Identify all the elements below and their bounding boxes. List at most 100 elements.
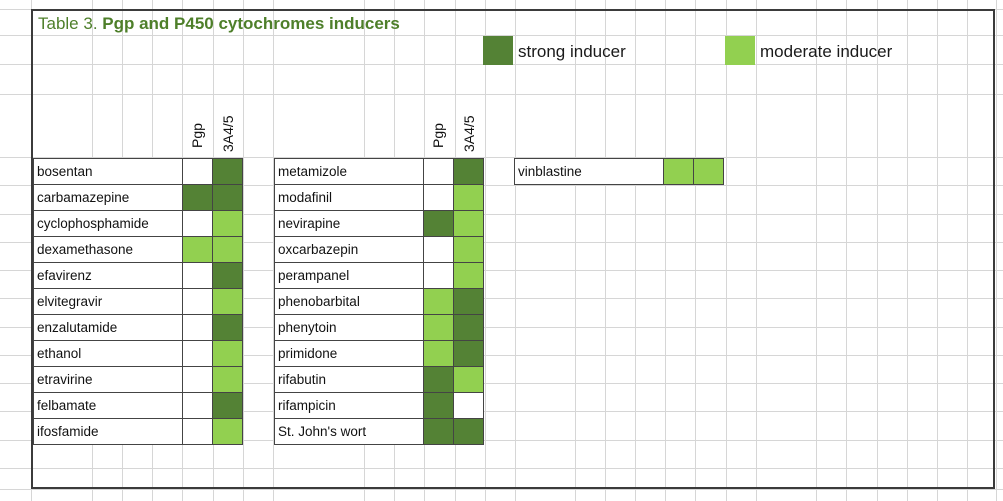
- cyp3a45-inducer-cell: [212, 366, 243, 393]
- gridline-vertical: [816, 0, 817, 501]
- cyp3a45-inducer-cell: [212, 236, 243, 263]
- table-row: felbamate: [33, 392, 243, 419]
- pgp-inducer-cell: [182, 184, 213, 211]
- drug-name-cell: rifampicin: [274, 392, 424, 419]
- gridline-vertical: [273, 0, 274, 501]
- gridline-vertical: [967, 0, 968, 501]
- cyp3a45-inducer-cell: [453, 158, 484, 185]
- cyp3a45-inducer-cell: [693, 158, 724, 185]
- gridline-vertical: [937, 0, 938, 501]
- cyp3a45-inducer-cell: [453, 288, 484, 315]
- column-header-pgp: Pgp: [189, 123, 205, 148]
- gridline-horizontal: [0, 468, 1003, 469]
- gridline-vertical: [695, 0, 696, 501]
- pgp-inducer-cell: [182, 366, 213, 393]
- drug-name-cell: modafinil: [274, 184, 424, 211]
- inducer-table-left: bosentan carbamazepine cyclophosphamide dex…: [33, 158, 243, 445]
- pgp-inducer-cell: [423, 210, 454, 237]
- gridline-vertical: [575, 0, 576, 501]
- drug-name-cell: etravirine: [33, 366, 183, 393]
- legend-label-strong: strong inducer: [518, 42, 626, 61]
- legend-label-moderate: moderate inducer: [760, 42, 893, 61]
- table-title-prefix: Table 3.: [38, 14, 103, 33]
- cyp3a45-inducer-cell: [453, 210, 484, 237]
- gridline-vertical: [756, 0, 757, 501]
- drug-name-cell: dexamethasone: [33, 236, 183, 263]
- table-row: rifampicin: [274, 392, 484, 419]
- cyp3a45-inducer-cell: [212, 210, 243, 237]
- gridline-horizontal: [0, 440, 1003, 441]
- pgp-inducer-cell: [423, 366, 454, 393]
- pgp-inducer-cell: [182, 340, 213, 367]
- pgp-inducer-cell: [663, 158, 694, 185]
- table-row: phenobarbital: [274, 288, 484, 315]
- gridline-horizontal: [0, 270, 1003, 271]
- table-row: vinblastine: [514, 158, 724, 185]
- table-row: carbamazepine: [33, 184, 243, 211]
- table-row: ethanol: [33, 340, 243, 367]
- drug-name-cell: cyclophosphamide: [33, 210, 183, 237]
- gridline-vertical: [635, 0, 636, 501]
- table-row: primidone: [274, 340, 484, 367]
- pgp-inducer-cell: [423, 262, 454, 289]
- drug-name-cell: bosentan: [33, 158, 183, 185]
- gridline-horizontal: [0, 298, 1003, 299]
- legend-swatch-moderate: [725, 36, 755, 65]
- gridline-horizontal: [0, 411, 1003, 412]
- drug-name-cell: phenytoin: [274, 314, 424, 341]
- gridline-horizontal: [0, 35, 1003, 36]
- drug-name-cell: primidone: [274, 340, 424, 367]
- gridline-horizontal: [0, 157, 1003, 158]
- table-row: enzalutamide: [33, 314, 243, 341]
- gridline-horizontal: [0, 327, 1003, 328]
- cyp3a45-inducer-cell: [212, 340, 243, 367]
- table-row: modafinil: [274, 184, 484, 211]
- gridline-vertical: [515, 0, 516, 501]
- pgp-inducer-cell: [423, 314, 454, 341]
- drug-name-cell: St. John's wort: [274, 418, 424, 445]
- gridline-vertical: [996, 0, 997, 501]
- column-header-pgp: Pgp: [430, 123, 446, 148]
- table-row: nevirapine: [274, 210, 484, 237]
- pgp-inducer-cell: [182, 314, 213, 341]
- drug-name-cell: nevirapine: [274, 210, 424, 237]
- cyp3a45-inducer-cell: [212, 314, 243, 341]
- gridline-vertical: [485, 0, 486, 501]
- cyp3a45-inducer-cell: [453, 184, 484, 211]
- gridline-horizontal: [0, 355, 1003, 356]
- cyp3a45-inducer-cell: [212, 418, 243, 445]
- cyp3a45-inducer-cell: [453, 366, 484, 393]
- pgp-inducer-cell: [423, 236, 454, 263]
- column-header-3a45: 3A4/5: [461, 115, 477, 152]
- drug-name-cell: rifabutin: [274, 366, 424, 393]
- table-row: efavirenz: [33, 262, 243, 289]
- drug-name-cell: ifosfamide: [33, 418, 183, 445]
- cyp3a45-inducer-cell: [453, 236, 484, 263]
- table-row: dexamethasone: [33, 236, 243, 263]
- pgp-inducer-cell: [423, 288, 454, 315]
- table-row: oxcarbazepin: [274, 236, 484, 263]
- drug-name-cell: ethanol: [33, 340, 183, 367]
- table-row: metamizole: [274, 158, 484, 185]
- pgp-inducer-cell: [423, 158, 454, 185]
- pgp-inducer-cell: [182, 418, 213, 445]
- cyp3a45-inducer-cell: [212, 392, 243, 419]
- gridline-vertical: [665, 0, 666, 501]
- table-row: etravirine: [33, 366, 243, 393]
- gridline-vertical: [877, 0, 878, 501]
- column-header-3a45: 3A4/5: [220, 115, 236, 152]
- pgp-inducer-cell: [182, 288, 213, 315]
- cyp3a45-inducer-cell: [212, 288, 243, 315]
- cyp3a45-inducer-cell: [212, 184, 243, 211]
- gridline-horizontal: [0, 242, 1003, 243]
- table-row: cyclophosphamide: [33, 210, 243, 237]
- pgp-inducer-cell: [182, 262, 213, 289]
- pgp-inducer-cell: [182, 392, 213, 419]
- gridline-horizontal: [0, 214, 1003, 215]
- pgp-inducer-cell: [182, 210, 213, 237]
- table-frame: [31, 9, 995, 489]
- table-title-bold: Pgp and P450 cytochromes inducers: [102, 14, 400, 33]
- table-row: elvitegravir: [33, 288, 243, 315]
- table-row: phenytoin: [274, 314, 484, 341]
- gridline-vertical: [907, 0, 908, 501]
